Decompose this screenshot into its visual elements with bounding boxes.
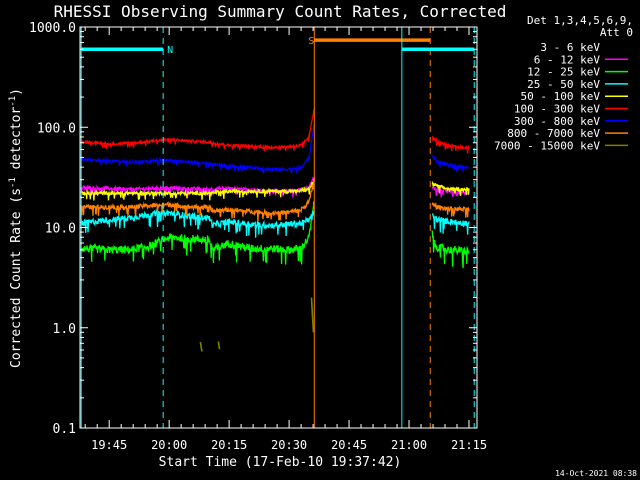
y-tick-label-3: 100.0 bbox=[37, 121, 76, 136]
x-tick-label-0: 19:45 bbox=[91, 438, 127, 452]
legend-label-2: 12 - 25 keV bbox=[527, 66, 600, 79]
legend-label-4: 50 - 100 keV bbox=[521, 90, 601, 103]
y-axis-title-sup1: -1 bbox=[8, 177, 18, 188]
x-tick-label-1: 20:00 bbox=[151, 438, 187, 452]
y-tick-label-2: 10.0 bbox=[45, 222, 76, 237]
y-tick-label-0: 0.1 bbox=[53, 422, 76, 437]
y-axis-title-mid: detector bbox=[9, 107, 24, 178]
y-tick-label-1: 1.0 bbox=[53, 322, 76, 337]
legend-label-5: 100 - 300 keV bbox=[514, 103, 600, 116]
series-line-8-segment-1 bbox=[217, 341, 221, 350]
legend-label-7: 800 - 7000 keV bbox=[507, 127, 600, 140]
legend-header-1: Att 0 bbox=[600, 26, 633, 39]
x-tick-label-5: 21:00 bbox=[391, 438, 427, 452]
y-axis-title-main: Corrected Count Rate (s bbox=[9, 188, 24, 368]
y-axis-title-end: ) bbox=[9, 88, 24, 96]
series-line-1-segment-1 bbox=[431, 185, 470, 198]
x-axis-title: Start Time (17-Feb-10 19:37:42) bbox=[159, 455, 402, 470]
y-axis-title: Corrected Count Rate (s-1 detector-1) bbox=[8, 88, 24, 368]
legend-label-3: 25 - 50 keV bbox=[527, 78, 600, 91]
chart-title: RHESSI Observing Summary Count Rates, Co… bbox=[54, 2, 507, 21]
y-tick-label-4: 1000.0 bbox=[29, 21, 76, 36]
series-line-3-segment-0 bbox=[80, 208, 315, 238]
x-tick-label-3: 20:30 bbox=[271, 438, 307, 452]
series-line-7-segment-0 bbox=[80, 179, 315, 222]
y-axis-title-sup2: -1 bbox=[8, 96, 18, 107]
series-line-0-segment-0 bbox=[81, 186, 315, 212]
x-tick-label-4: 20:45 bbox=[331, 438, 367, 452]
legend-label-6: 300 - 800 keV bbox=[514, 115, 600, 128]
x-tick-label-2: 20:15 bbox=[211, 438, 247, 452]
series-line-4-segment-1 bbox=[431, 180, 470, 196]
legend-label-0: 3 - 6 keV bbox=[540, 41, 600, 54]
series-line-0-segment-1 bbox=[431, 189, 470, 207]
legend-label-1: 6 - 12 keV bbox=[534, 53, 601, 66]
marker-label-3: S bbox=[308, 36, 314, 47]
series-line-2-segment-1 bbox=[431, 230, 470, 269]
legend-header-0: Det 1,3,4,5,6,9, bbox=[527, 14, 633, 27]
x-tick-label-6: 21:15 bbox=[451, 438, 487, 452]
series-line-8-segment-2 bbox=[310, 297, 315, 333]
series-line-6-segment-1 bbox=[431, 154, 470, 174]
series-line-2-segment-0 bbox=[80, 200, 315, 265]
series-line-4-segment-0 bbox=[80, 178, 315, 201]
series-line-8-segment-0 bbox=[199, 341, 203, 352]
legend-label-8: 7000 - 15000 keV bbox=[494, 139, 600, 152]
series-line-6-segment-0 bbox=[80, 123, 315, 174]
series-line-7-segment-1 bbox=[431, 201, 470, 218]
date-stamp: 14-Oct-2021 08:38 bbox=[555, 469, 637, 478]
series-line-5-segment-1 bbox=[431, 136, 470, 154]
series-line-3-segment-1 bbox=[431, 212, 470, 235]
marker-label-0: N bbox=[167, 45, 173, 56]
series-line-5-segment-0 bbox=[81, 108, 315, 152]
